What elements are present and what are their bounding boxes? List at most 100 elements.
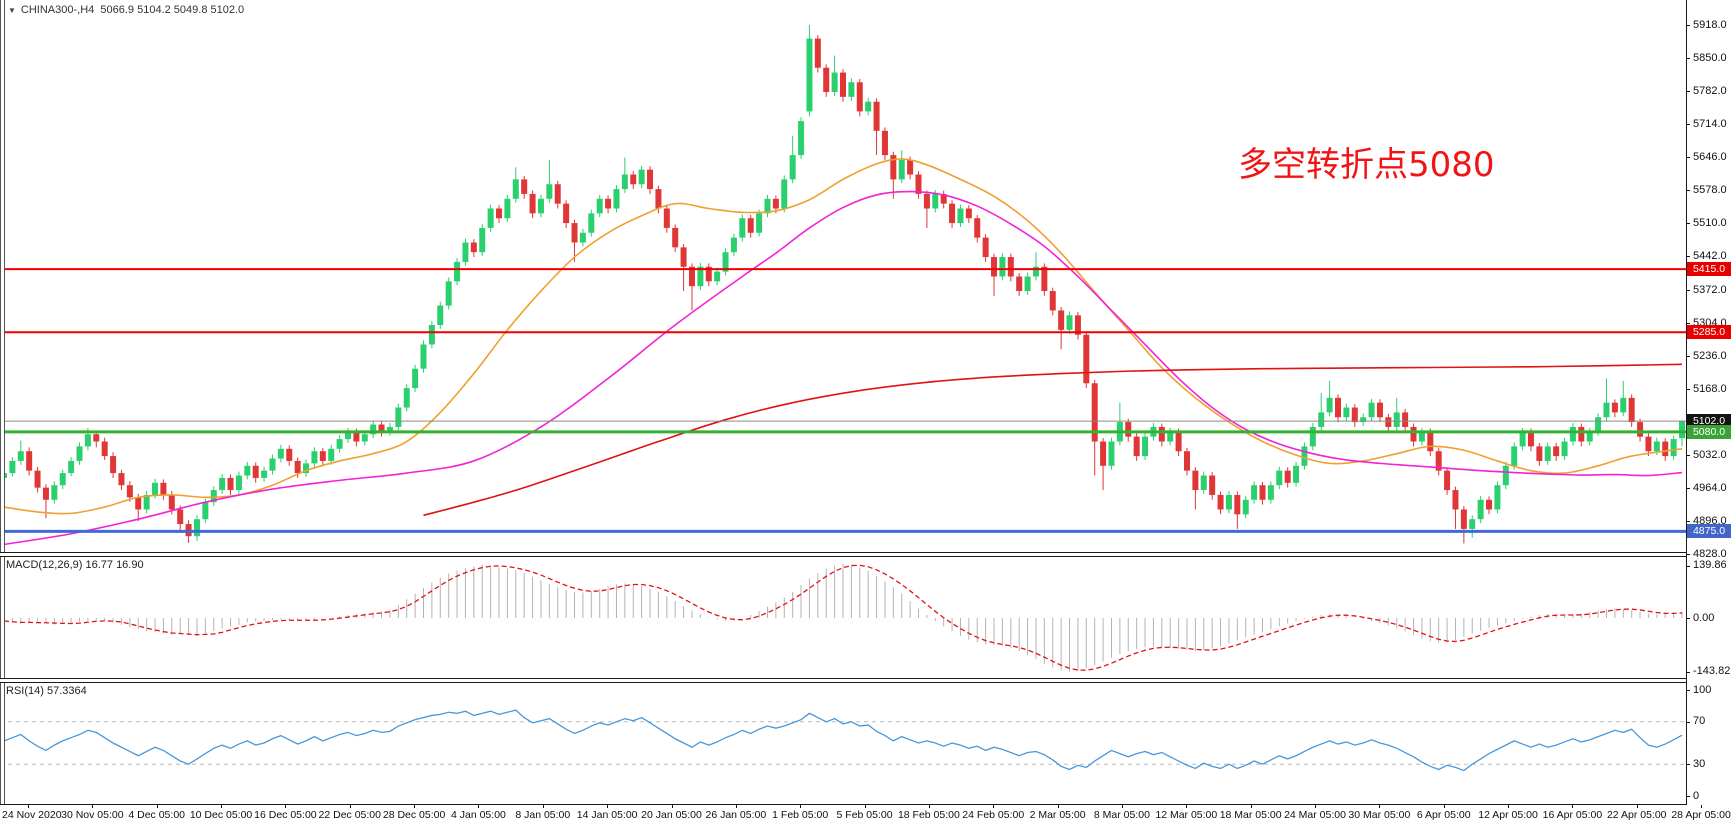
candle-body	[965, 208, 972, 219]
candle-body	[193, 519, 200, 537]
candle-body	[563, 203, 570, 224]
panel-separator[interactable]	[0, 552, 1687, 557]
date-tick	[285, 805, 287, 808]
candle-body	[1007, 257, 1014, 277]
chart-expander-icon[interactable]: ▼	[8, 6, 16, 15]
candle-body	[814, 38, 821, 68]
axis-tick	[1686, 796, 1690, 797]
macd-tick-label: 0.00	[1693, 611, 1715, 624]
candle-body	[1502, 465, 1509, 486]
axis-tick	[1686, 190, 1690, 192]
candle-body	[730, 237, 737, 253]
candle-body	[1175, 431, 1182, 452]
candle-body	[1293, 465, 1300, 483]
candle-body	[93, 434, 100, 442]
candle-body	[152, 482, 159, 495]
candle-body	[269, 458, 276, 471]
price-tick-label: 5236.0	[1693, 349, 1727, 362]
date-tick	[1508, 805, 1510, 808]
candle-body	[378, 424, 385, 432]
candle-body	[1032, 266, 1039, 277]
candle-body	[1024, 276, 1031, 292]
date-tick	[928, 805, 930, 808]
candle-body	[1452, 490, 1459, 510]
candle-body	[386, 426, 393, 432]
candle-body	[496, 208, 503, 219]
date-tick	[864, 805, 866, 808]
axis-tick	[1686, 25, 1690, 26]
candle-body	[395, 407, 402, 427]
price-tag-5415: 5415.0	[1687, 262, 1731, 277]
candle-body	[361, 434, 368, 442]
axis-tick	[1686, 521, 1690, 523]
macd-tick-label: -143.82	[1693, 665, 1731, 678]
candle-body	[915, 174, 922, 194]
axis-tick	[1686, 455, 1690, 457]
candle-body	[680, 247, 687, 267]
rsi-tick-label: 100	[1693, 683, 1712, 696]
candle-body	[227, 477, 234, 491]
candle-body	[621, 174, 628, 190]
candle-body	[504, 198, 511, 219]
candle-body	[1536, 446, 1543, 461]
candle-body	[798, 121, 805, 156]
date-axis[interactable]: 24 Nov 2020 30 Nov 05:00 4 Dec 05:00 10 Dec…	[0, 805, 1732, 823]
candle-body	[881, 130, 888, 156]
candle-body	[210, 490, 217, 503]
date-label: 18 Mar 05:00	[1219, 809, 1282, 821]
candle-body	[1049, 291, 1056, 311]
candle-body	[244, 465, 251, 476]
candle-body	[84, 434, 91, 447]
candle-body	[529, 193, 536, 214]
panel-separator[interactable]	[0, 678, 1687, 683]
candle-body	[303, 463, 310, 474]
candle-body	[1360, 417, 1367, 423]
date-label: 16 Apr 05:00	[1542, 809, 1603, 821]
symbol-timeframe-label: CHINA300-,H4	[20, 4, 95, 16]
date-label: 10 Dec 05:00	[189, 809, 253, 821]
candle-body	[923, 193, 930, 209]
candle-body	[1578, 426, 1585, 442]
candle-body	[1477, 499, 1484, 520]
date-tick	[607, 805, 609, 808]
date-tick	[735, 805, 737, 808]
candle-body	[1251, 485, 1258, 500]
macd-label: MACD(12,26,9)	[6, 559, 83, 571]
candle-body	[554, 184, 561, 204]
date-tick	[349, 805, 351, 808]
candle-body	[454, 261, 461, 282]
candle-body	[1074, 315, 1081, 335]
date-label: 5 Feb 05:00	[836, 809, 893, 821]
macd-indicator-header: MACD(12,26,9) 16.77 16.90	[6, 559, 144, 571]
date-tick	[1701, 805, 1703, 808]
price-axis-border	[1686, 0, 1687, 805]
candle-body	[143, 494, 150, 510]
candle-body	[1653, 441, 1660, 452]
candle-body	[286, 448, 293, 461]
candle-body	[982, 237, 989, 258]
candle-body	[630, 174, 637, 185]
candle-body	[1662, 441, 1669, 457]
axis-tick	[1686, 690, 1690, 691]
candle-body	[1628, 397, 1635, 423]
date-label: 28 Dec 05:00	[382, 809, 446, 821]
candle-body	[235, 475, 242, 491]
candle-body	[437, 305, 444, 326]
candle-body	[118, 473, 125, 486]
candle-body	[1527, 431, 1534, 447]
date-tick	[671, 805, 673, 808]
candle-body	[277, 448, 284, 459]
candle-body	[1368, 402, 1375, 418]
candle-body	[445, 281, 452, 306]
candle-body	[344, 431, 351, 440]
price-axis[interactable]: 5918.0 5850.0 5782.0 5714.0 5646.0 5578.0 5510…	[1686, 0, 1732, 805]
candle-body	[68, 460, 75, 474]
ma-mid-line	[3, 190, 1683, 546]
candle-body	[1309, 426, 1316, 447]
candle-body	[26, 451, 33, 471]
candle-body	[1225, 494, 1232, 510]
date-tick	[1443, 805, 1445, 808]
price-tick-label: 5646.0	[1693, 150, 1727, 163]
candle-body	[1611, 402, 1618, 413]
